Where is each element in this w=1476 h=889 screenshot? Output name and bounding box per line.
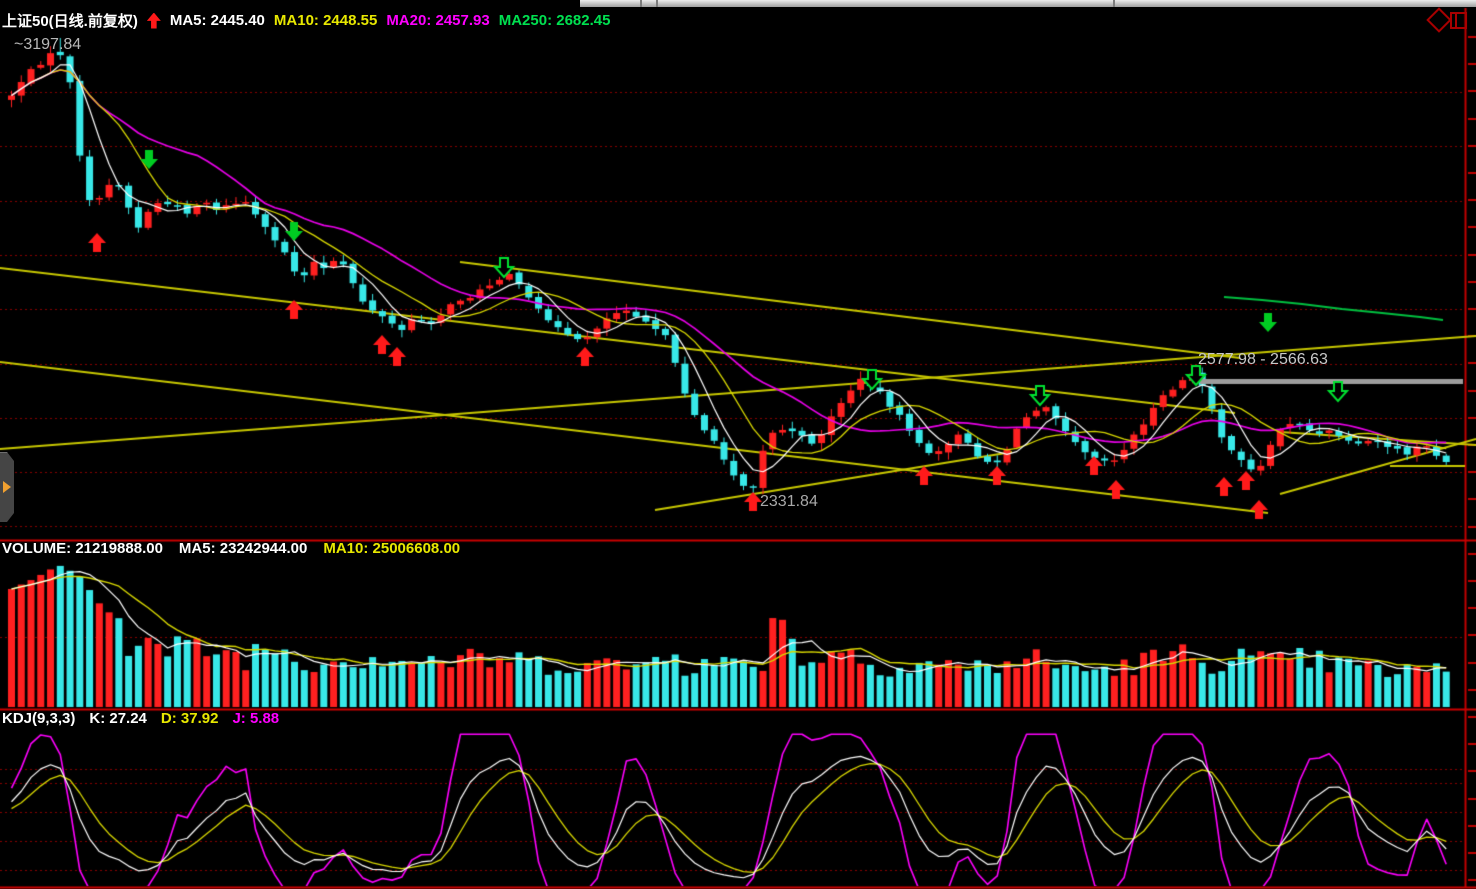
expand-arrow-icon	[3, 481, 11, 493]
volume-ma10-value: MA10: 25006608.00	[323, 540, 461, 557]
ma5-value: MA5: 2445.40	[169, 12, 265, 29]
d-value: D: 37.92	[160, 710, 219, 727]
volume-header: VOLUME: 21219888.00 MA5: 23242944.00 MA1…	[2, 540, 460, 557]
k-value: K: 27.24	[89, 710, 147, 727]
split-window-icon[interactable]	[1450, 12, 1467, 29]
ma250-value: MA250: 2682.45	[498, 12, 611, 29]
split-window-icon-divider	[1455, 14, 1457, 27]
volume-value: VOLUME: 21219888.00	[2, 540, 163, 557]
kdj-header: KDJ(9,3,3) K: 27.24 D: 37.92 J: 5.88	[2, 710, 279, 727]
chart-header: 上证50(日线.前复权) MA5: 2445.40 MA10: 2448.55 …	[2, 10, 610, 31]
peak-price-label: ~3197.84	[14, 36, 82, 53]
volume-ma5-value: MA5: 23242944.00	[178, 540, 308, 557]
ma10-value: MA10: 2448.55	[273, 12, 378, 29]
background-window-titlebar-strip[interactable]	[580, 0, 1476, 7]
up-arrow-icon	[146, 12, 161, 29]
titlebar-separator	[656, 0, 658, 7]
titlebar-separator	[640, 0, 642, 7]
kdj-name: KDJ(9,3,3)	[2, 710, 76, 727]
j-value: J: 5.88	[232, 710, 280, 727]
low-price-label: 2331.84	[760, 493, 818, 510]
ma20-value: MA20: 2457.93	[386, 12, 490, 29]
sidebar-expand-tab[interactable]	[0, 452, 14, 522]
titlebar-separator	[1113, 0, 1115, 7]
range-price-label: 2577.98 - 2566.63	[1198, 351, 1328, 368]
instrument-title: 上证50(日线.前复权)	[2, 13, 138, 30]
